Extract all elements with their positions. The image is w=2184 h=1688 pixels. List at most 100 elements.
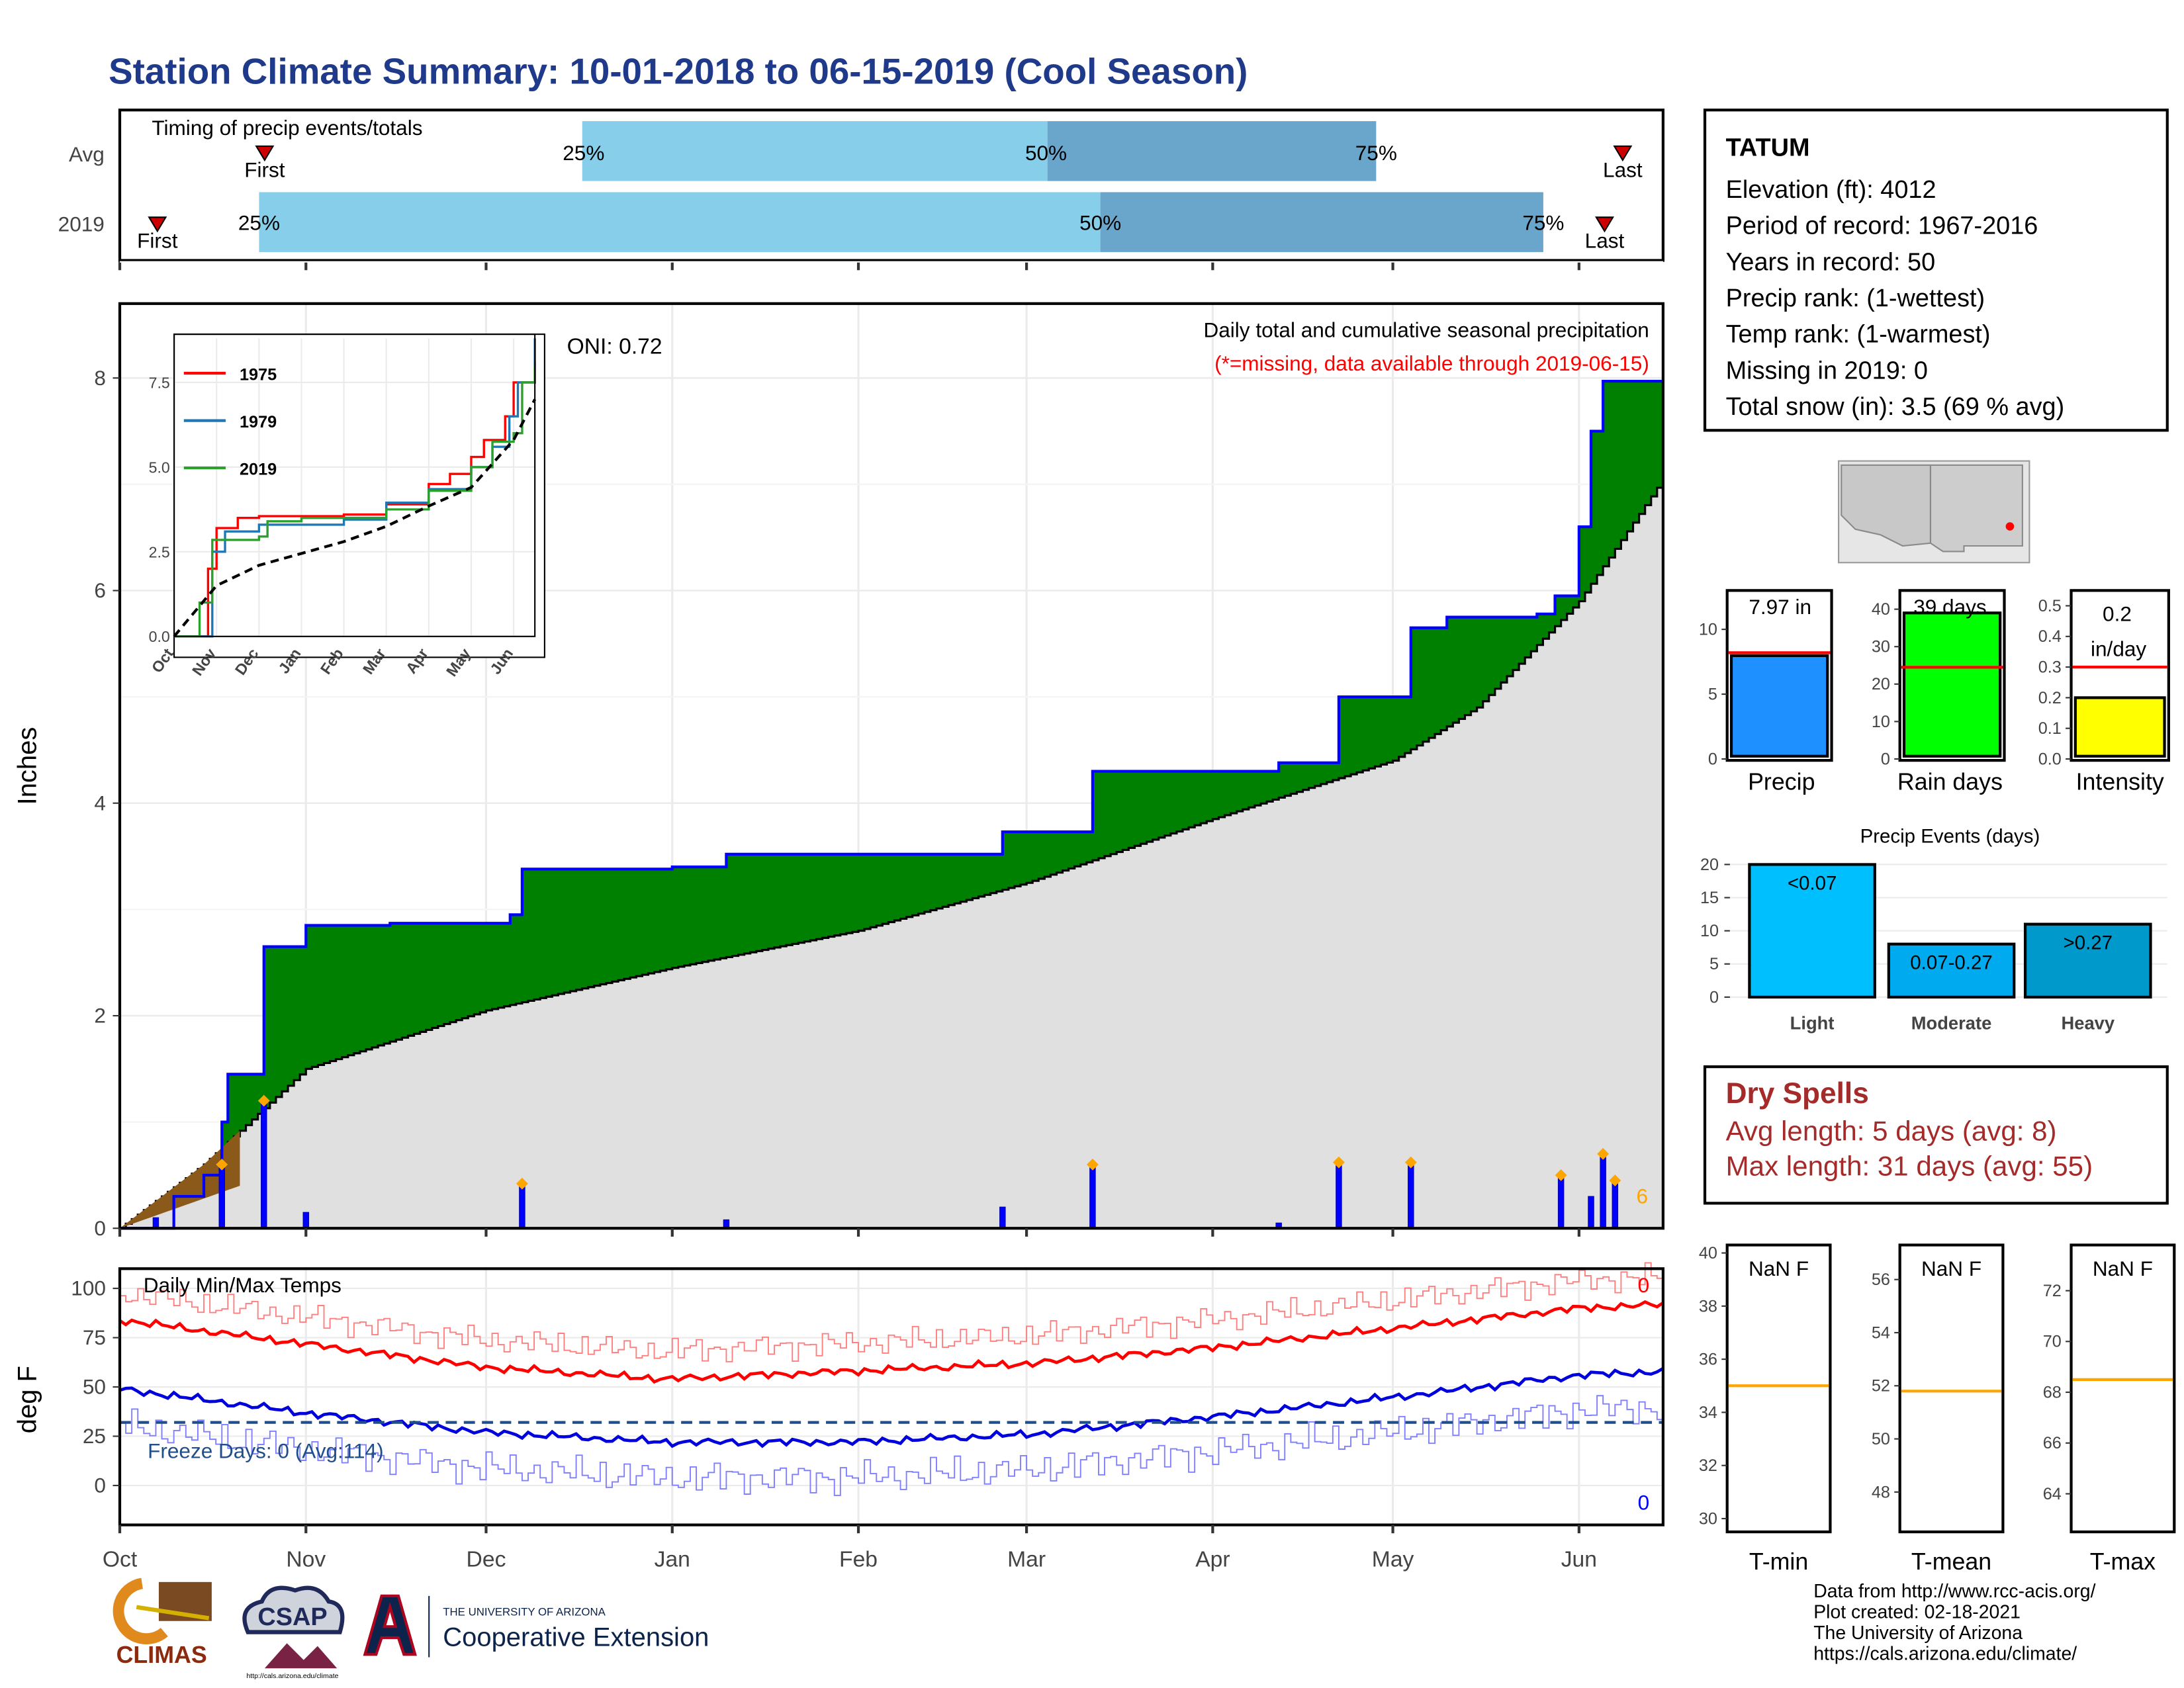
temp-rank-axis: T-min bbox=[1749, 1548, 1808, 1575]
small-bar-tick-label: 0.0 bbox=[2038, 750, 2062, 768]
inset-series-line bbox=[174, 366, 536, 638]
y2019-p25: 25% bbox=[238, 210, 280, 234]
temp-rank-tick-label: 48 bbox=[1872, 1483, 1890, 1501]
heavy-event-marker bbox=[516, 1177, 528, 1190]
credit-created: Plot created: 02-18-2021 bbox=[1813, 1601, 2021, 1622]
small-bar-tick-label: 20 bbox=[1872, 675, 1890, 693]
precip-events-title: Precip Events (days) bbox=[1860, 825, 2040, 847]
small-bar-tick-label: 0.1 bbox=[2038, 719, 2062, 738]
dry-spells-max: Max length: 31 days (avg: 55) bbox=[1725, 1151, 2093, 1182]
temp-rank-tick-label: 50 bbox=[1872, 1430, 1890, 1448]
intensity-ticks: 0.0 0.1 0.2 0.3 0.4 0.5 bbox=[2038, 597, 2071, 768]
temps-y-tick-label: 0 bbox=[94, 1473, 106, 1497]
avg-last-marker bbox=[1613, 145, 1633, 162]
dry-spells-box: Dry Spells Avg length: 5 days (avg: 8) M… bbox=[1703, 1065, 2169, 1205]
mountain-icon bbox=[264, 1643, 338, 1669]
event-category-label: Light bbox=[1790, 1012, 1835, 1033]
small-bar-tick-label: 40 bbox=[1872, 600, 1890, 619]
daily-bar bbox=[1588, 1196, 1594, 1229]
min-count-label: 0 bbox=[1638, 1490, 1650, 1514]
event-bar-label: >0.27 bbox=[2064, 932, 2113, 954]
intensity-chart: 0.2 in/day 0.0 0.1 0.2 0.3 0.4 0.5 Intensity bbox=[2038, 589, 2170, 795]
rain-days-label: 39 days bbox=[1913, 595, 1986, 619]
small-bar-tick-label: 0 bbox=[1708, 750, 1717, 768]
daily-precip-bars bbox=[152, 1094, 1621, 1229]
precip-events-ticks: 0 5 10 15 20 bbox=[1700, 856, 1730, 1006]
page-title: Station Climate Summary: 10-01-2018 to 0… bbox=[109, 50, 1248, 92]
daily-bar bbox=[1557, 1175, 1565, 1229]
small-bar-tick-label: 0.4 bbox=[2038, 627, 2062, 646]
inset-y-tick-label: 7.5 bbox=[149, 374, 170, 391]
daily-max-record-line bbox=[119, 1262, 1663, 1362]
event-bar-label: 0.07-0.27 bbox=[1910, 952, 1992, 974]
event-bar-light bbox=[1748, 863, 1876, 999]
temp-rank-frame bbox=[2070, 1243, 2176, 1534]
month-label: Jan bbox=[655, 1548, 690, 1572]
y-tick-label: 8 bbox=[94, 366, 106, 390]
month-label: Oct bbox=[103, 1548, 138, 1572]
freeze-days-label: Freeze Days: 0 (Avg:114) bbox=[148, 1439, 384, 1463]
temp-rank-tick-label: 54 bbox=[1872, 1323, 1890, 1342]
credit-data-source: Data from http://www.rcc-acis.org/ bbox=[1813, 1580, 2096, 1602]
small-bar-tick-label: 30 bbox=[1872, 638, 1890, 656]
y2019-early-bar bbox=[259, 192, 1101, 252]
small-bar-tick-label: 10 bbox=[1699, 621, 1717, 639]
heavy-event-marker bbox=[1609, 1175, 1621, 1186]
small-bar-tick-label: 0.2 bbox=[2038, 689, 2062, 707]
rain-days-ticks: 0 10 20 30 40 bbox=[1872, 600, 1900, 768]
y-tick-label: 2 bbox=[94, 1004, 106, 1028]
state-map bbox=[1838, 460, 2030, 564]
rain-days-bar bbox=[1902, 611, 2002, 758]
timing-row-label-2019: 2019 bbox=[58, 212, 105, 236]
max-count-label: 0 bbox=[1638, 1273, 1650, 1297]
small-bar-tick-label: 0.3 bbox=[2038, 658, 2062, 677]
ua-big-text: Cooperative Extension bbox=[443, 1623, 709, 1652]
temp-rank-tick-label: 70 bbox=[2043, 1333, 2062, 1351]
rain-days-axis: Rain days bbox=[1897, 768, 2003, 795]
daily-min-record-line bbox=[119, 1395, 1663, 1496]
events-y-tick-label: 15 bbox=[1700, 889, 1719, 907]
temp-rank-panel: NaN F T-max 64 66 68 70 72 bbox=[2043, 1243, 2176, 1575]
temp-rank-panel: NaN F T-min 30 32 34 36 38 40 bbox=[1699, 1243, 1832, 1575]
station-temp-rank: Temp rank: (1-warmest) bbox=[1725, 320, 1991, 349]
heavy-event-marker bbox=[1086, 1158, 1099, 1171]
dry-spells-avg: Avg length: 5 days (avg: 8) bbox=[1725, 1116, 2057, 1148]
daily-bar bbox=[999, 1206, 1006, 1229]
events-y-tick-label: 0 bbox=[1709, 988, 1719, 1006]
heavy-event-marker bbox=[1597, 1147, 1610, 1160]
temp-rank-tick-label: 34 bbox=[1699, 1403, 1717, 1422]
heavy-event-marker bbox=[1332, 1156, 1345, 1169]
temps-y-label: deg F bbox=[13, 1366, 42, 1433]
precip-total-bar bbox=[1729, 654, 1829, 758]
avg-min-line bbox=[119, 1367, 1664, 1448]
month-label: Feb bbox=[839, 1548, 878, 1572]
small-bar-tick-label: 10 bbox=[1872, 713, 1890, 731]
intensity-bar bbox=[2073, 696, 2166, 758]
precip-panel-frame bbox=[118, 302, 1664, 1230]
avg-first-label: First bbox=[244, 157, 285, 181]
daily-bar bbox=[1089, 1164, 1096, 1229]
precip-y-label: Inches bbox=[13, 727, 42, 805]
precip-total-chart: 7.97 in 0 5 10 Precip bbox=[1699, 589, 1833, 795]
station-location-dot bbox=[2005, 522, 2015, 531]
daily-bar bbox=[261, 1100, 267, 1229]
climas-logo: CLIMAS bbox=[113, 1577, 212, 1668]
y2019-late-bar bbox=[1100, 192, 1543, 252]
events-y-tick-label: 10 bbox=[1700, 922, 1719, 940]
month-label: May bbox=[1372, 1548, 1414, 1572]
y2019-last-label: Last bbox=[1585, 229, 1625, 253]
inset-y-tick-label: 2.5 bbox=[149, 543, 170, 560]
events-y-tick-label: 20 bbox=[1700, 856, 1719, 874]
temp-rank-value: NaN F bbox=[1749, 1257, 1809, 1280]
y-tick-label: 0 bbox=[94, 1216, 106, 1240]
temp-rank-tick-label: 52 bbox=[1872, 1377, 1890, 1396]
temps-y-tick-label: 25 bbox=[83, 1424, 106, 1448]
climas-swirl-icon bbox=[113, 1577, 168, 1644]
temps-y-axis: 0 25 50 75 100 bbox=[71, 1276, 120, 1497]
avg-late-bar bbox=[1047, 121, 1377, 181]
credit-university: The University of Arizona bbox=[1813, 1622, 2023, 1644]
climas-stroke-icon bbox=[136, 1605, 210, 1621]
avg-p75: 75% bbox=[1355, 141, 1397, 165]
